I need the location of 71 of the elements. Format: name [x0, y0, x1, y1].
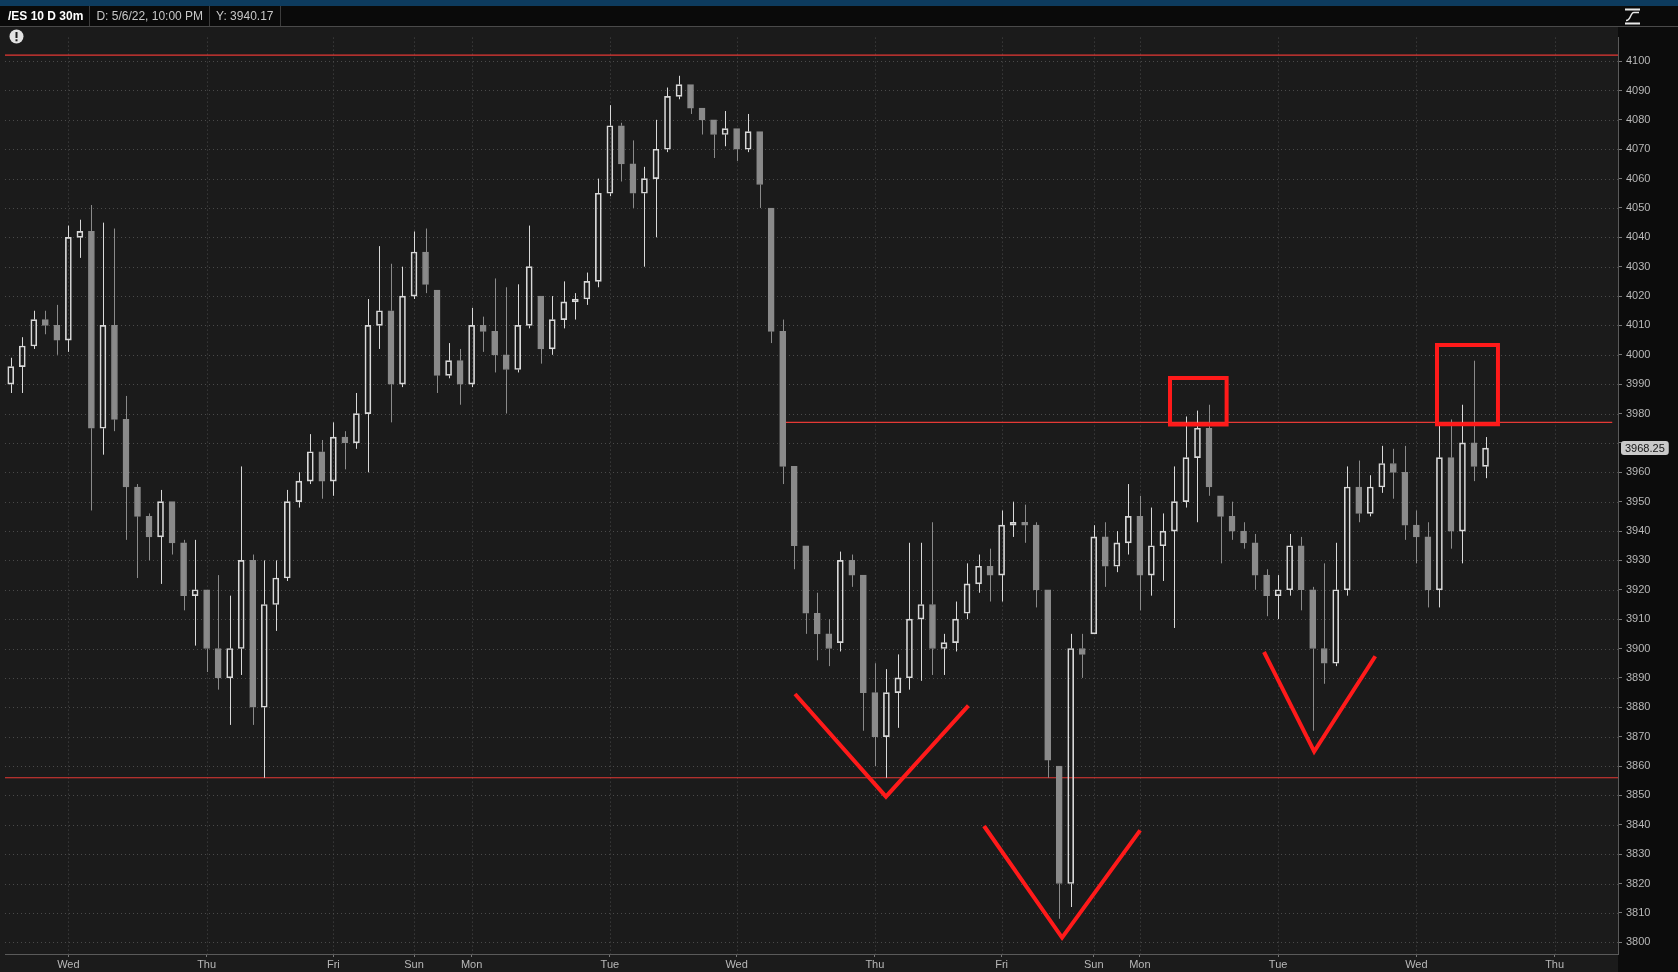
candlestick [1263, 568, 1270, 617]
x-tick-label: Thu [197, 957, 217, 970]
y-tick-label: 4000 [1626, 347, 1651, 360]
candlestick [618, 122, 625, 183]
y-tick-label: 3940 [1626, 524, 1651, 537]
y-tick-label: 3830 [1626, 847, 1651, 860]
candlestick [134, 483, 141, 579]
y-tick-label: 3860 [1626, 759, 1651, 772]
x-tick-label: Tue [1268, 957, 1288, 970]
x-tick-label: Fri [995, 957, 1009, 970]
candlestick [1413, 509, 1420, 564]
y-tick-label: 3900 [1626, 641, 1651, 654]
x-tick-label: Sun [1083, 957, 1104, 970]
y-tick-label: 3800 [1626, 935, 1651, 948]
x-tick-label: Mon [1129, 957, 1151, 970]
candlestick [779, 319, 787, 485]
text: Y: 3940.17 [210, 6, 281, 26]
y-tick-label: 3960 [1626, 465, 1651, 478]
chart-title: /ES 10 D 30m [0, 6, 91, 26]
text: D: 5/6/22, 10:00 PM [90, 6, 211, 26]
y-tick-label: 4080 [1626, 112, 1651, 125]
candlestick [111, 228, 118, 432]
y-tick-label: 4030 [1626, 259, 1651, 272]
y-tick-label: 4040 [1626, 230, 1651, 243]
candlestick [1021, 504, 1028, 544]
y-tick-label: 3980 [1626, 406, 1651, 419]
y-tick-label: 4100 [1626, 54, 1651, 67]
candlestick [491, 277, 498, 373]
y-tick-label: 4060 [1626, 171, 1651, 184]
candlestick [88, 204, 95, 511]
y-tick-label: 3810 [1626, 905, 1651, 918]
y-tick-label: 3990 [1626, 377, 1651, 390]
y-tick-label: 3850 [1626, 788, 1651, 801]
x-tick-label: Fri [326, 957, 340, 970]
y-tick-label: 4020 [1626, 289, 1651, 302]
candlestick [813, 592, 821, 661]
x-tick-label: Wed [725, 957, 748, 970]
candlestick [1101, 521, 1109, 588]
x-tick-label: Thu [1545, 957, 1565, 970]
y-tick-label: 3950 [1626, 494, 1651, 507]
x-tick-label: Mon [460, 957, 483, 970]
y-tick-label: 3840 [1626, 817, 1651, 830]
candlestick [1355, 460, 1363, 523]
text: 3968.25 [1625, 441, 1665, 454]
y-tick-label: 3870 [1626, 729, 1651, 742]
y-tick-label: 3910 [1626, 612, 1651, 625]
y-tick-label: 3920 [1626, 582, 1651, 595]
y-tick-label: 4050 [1626, 200, 1651, 213]
candlestick [422, 228, 429, 294]
candlestick [42, 310, 49, 335]
y-tick-label: 3890 [1626, 670, 1651, 683]
candlestick [1240, 521, 1247, 550]
candlestick [929, 521, 936, 676]
y-tick-label: 3930 [1626, 553, 1651, 566]
x-tick-label: Wed [57, 957, 80, 970]
candlestick [502, 286, 510, 415]
x-tick-label: Thu [865, 957, 885, 970]
candlestick [1320, 562, 1328, 685]
y-tick-label: 4070 [1626, 142, 1651, 155]
candlestick [825, 618, 833, 667]
x-tick-label: Wed [1405, 957, 1428, 970]
y-tick-label: 4090 [1626, 83, 1651, 96]
candlestick [180, 539, 187, 611]
x-tick-label: Sun [404, 957, 424, 970]
y-tick-label: 4010 [1626, 318, 1651, 331]
y-tick-label: 3820 [1626, 876, 1651, 889]
x-tick-label: Tue [600, 957, 620, 970]
y-tick-label: 3880 [1626, 700, 1651, 713]
candlestick [1309, 586, 1317, 732]
candlestick [1078, 633, 1086, 679]
candlestick [1390, 448, 1397, 500]
